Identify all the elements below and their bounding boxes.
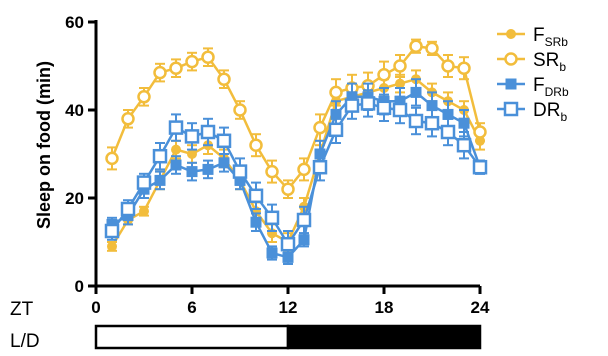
y-axis-title: Sleep on food (min) [34, 61, 54, 229]
data-point [187, 149, 197, 159]
data-point [185, 54, 199, 69]
data-point [425, 41, 439, 56]
data-point [296, 212, 312, 228]
data-point [169, 61, 183, 75]
legend-marker [503, 101, 519, 117]
data-point [280, 236, 296, 252]
legend-item: DRb [497, 100, 567, 124]
data-point [200, 124, 216, 140]
legend-label: FSRb [533, 25, 568, 49]
x-tick-label: 0 [91, 298, 100, 317]
data-point [104, 223, 120, 239]
data-point [473, 125, 487, 139]
data-point [376, 100, 392, 116]
data-point [266, 247, 278, 259]
ld-segment-light [94, 324, 290, 350]
data-point [472, 159, 488, 175]
data-point [218, 157, 230, 169]
data-point [121, 112, 135, 126]
data-point [328, 122, 344, 138]
light-dark-label: L/D [10, 331, 40, 352]
y-tick-label: 20 [65, 189, 84, 208]
legend-marker [504, 52, 518, 66]
data-point [202, 163, 214, 175]
data-point [312, 159, 328, 175]
legend-marker [505, 78, 517, 90]
data-point [139, 206, 149, 217]
data-point [377, 68, 391, 82]
legend-label: FDRb [533, 75, 569, 99]
data-point [395, 78, 405, 89]
data-point [250, 216, 262, 228]
data-point [265, 164, 279, 179]
x-tick-label: 6 [187, 298, 196, 317]
data-point [456, 137, 472, 153]
data-point [154, 174, 166, 186]
y-tick-label: 0 [75, 277, 84, 296]
data-point [120, 201, 136, 217]
data-point [105, 151, 119, 166]
series-layer [104, 38, 488, 265]
data-point [360, 96, 376, 111]
data-point [440, 124, 456, 140]
data-point [393, 59, 407, 73]
data-point [392, 102, 408, 118]
data-point [457, 61, 471, 75]
data-point [441, 59, 455, 73]
data-point [233, 103, 247, 117]
data-point [410, 86, 422, 98]
data-point [298, 234, 310, 246]
data-point [297, 162, 311, 177]
ld-segment-dark [286, 324, 482, 350]
data-point [137, 90, 151, 104]
legend-item: FSRb [497, 25, 568, 49]
legend-item: SRb [497, 50, 566, 74]
data-point [248, 188, 264, 204]
data-point [216, 133, 232, 149]
x-tick-label: 18 [375, 298, 394, 317]
data-point [329, 85, 343, 100]
data-point [408, 113, 424, 129]
legend-label: DRb [533, 100, 567, 124]
data-point [136, 175, 152, 190]
data-point [232, 164, 248, 179]
x-tick-label: 24 [471, 298, 490, 317]
x-tick-label: 12 [279, 298, 298, 317]
data-point [153, 65, 167, 80]
legend-marker [506, 29, 516, 39]
legend-label: SRb [533, 50, 566, 74]
data-point [264, 210, 280, 226]
data-point [170, 159, 182, 171]
data-point [152, 148, 168, 164]
data-point [458, 117, 470, 129]
series-fdrb [106, 78, 486, 265]
data-point [217, 72, 231, 86]
data-point [186, 166, 198, 178]
data-point [249, 138, 263, 152]
data-point [184, 129, 200, 144]
y-tick-label: 40 [65, 101, 84, 120]
axes: 0 20 40 60 0 6 12 18 24 [65, 13, 490, 317]
data-point [201, 50, 215, 64]
x-axis-label: ZT [10, 299, 34, 320]
y-tick-label: 60 [65, 13, 84, 32]
data-point [171, 144, 181, 155]
data-point [313, 120, 327, 135]
legend-item: FDRb [497, 75, 569, 99]
data-point [281, 182, 295, 196]
light-dark-bar [94, 324, 482, 350]
data-point [424, 115, 440, 131]
data-point [107, 241, 117, 252]
data-point [168, 120, 184, 135]
data-point [344, 98, 360, 113]
series-drb [104, 89, 488, 259]
data-point [409, 39, 423, 53]
